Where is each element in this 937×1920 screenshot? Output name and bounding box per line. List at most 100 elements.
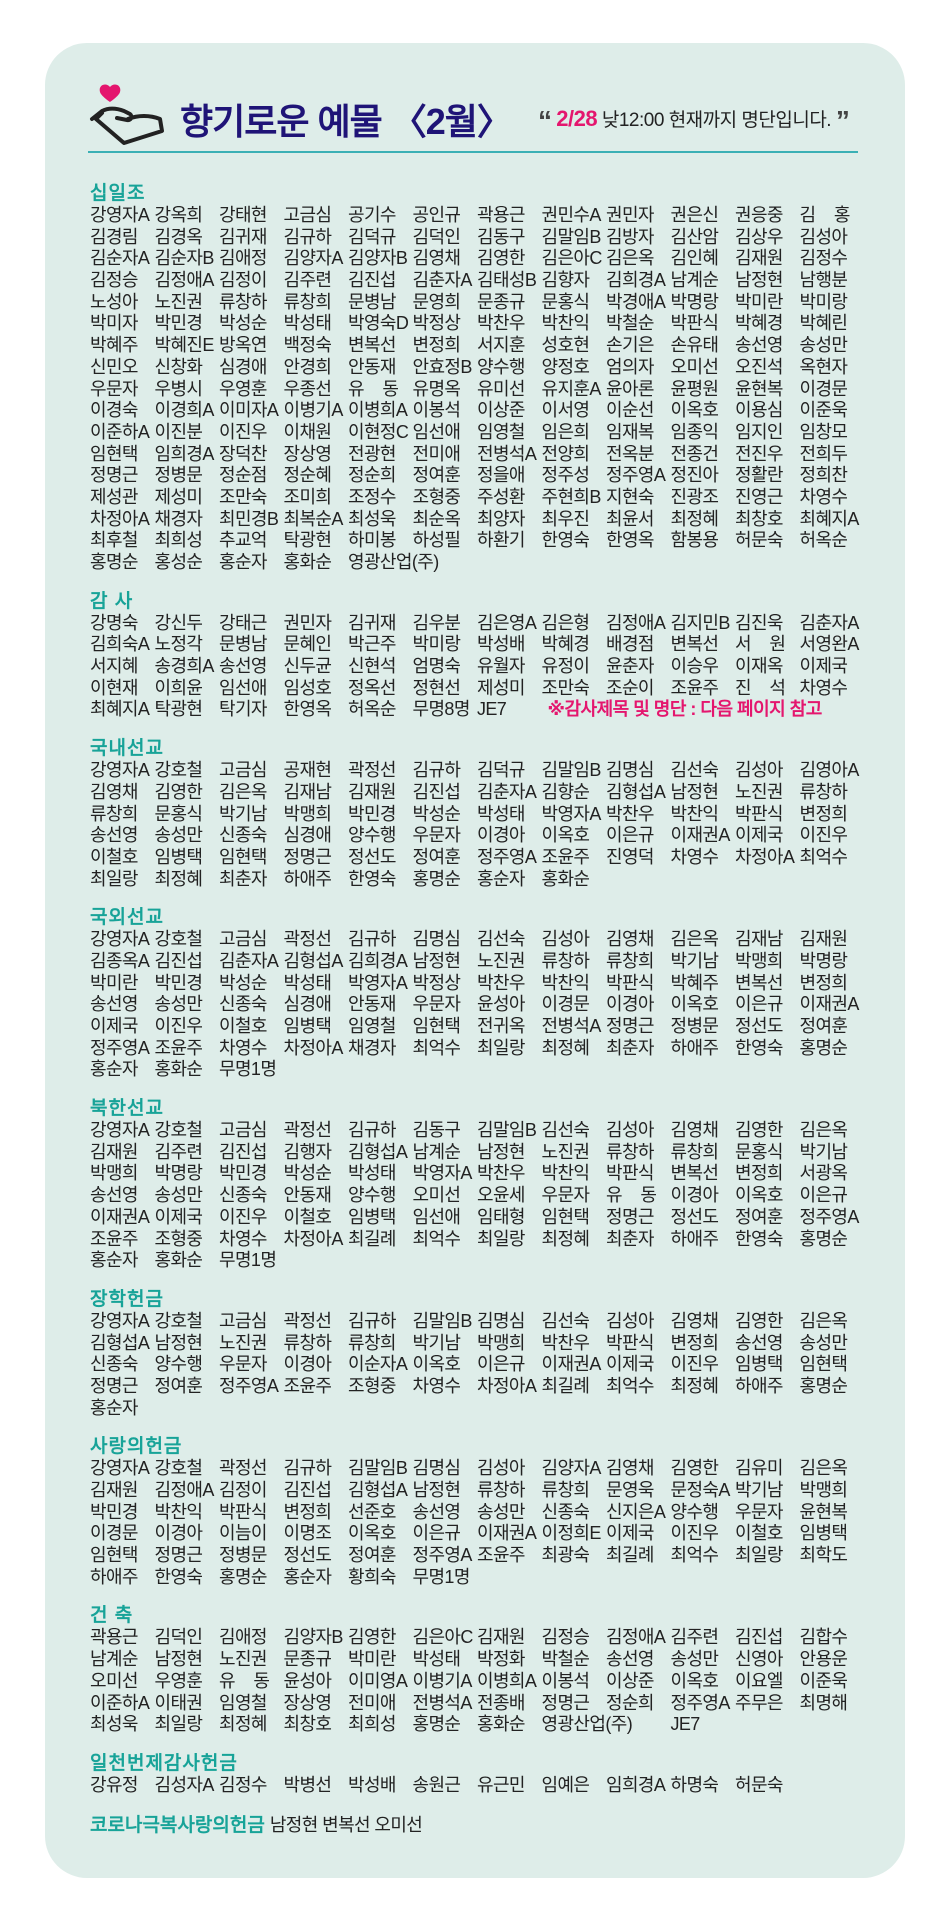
donor-name: 정활란	[735, 465, 783, 486]
donor-name: 채경자	[154, 508, 203, 529]
offering-section: 국내선교 강영자A 강호철 고금심 공재현 곽정선 김규하 김덕규 김말임B 김명심 김선숙 김성아 김…	[90, 738, 868, 890]
donor-name: 김영한	[735, 1120, 783, 1141]
donor-name: 박혜경	[735, 313, 783, 334]
donor-name: 박찬익	[670, 803, 719, 824]
donor-name: 전종배	[477, 1692, 525, 1713]
donor-name: 김규하	[283, 1458, 332, 1479]
donor-name: 유근민	[477, 1774, 525, 1795]
donor-name: 최춘자	[219, 868, 267, 889]
name-list: 강영자A 강호철 고금심 곽정선 김규하 김동구 김말임B 김선숙 김성아 김영채 김영한 김은옥 김재…	[90, 1120, 868, 1272]
donor-name: 엄명숙	[412, 656, 461, 677]
donor-name: 이재권A	[477, 1523, 537, 1544]
name-list: 강유정 김성자A 김정수 박병선 박성배 송원근 유근민 임예은 임희경A 하명숙 허문숙	[90, 1775, 868, 1797]
donor-name: 김정애A	[606, 1627, 666, 1648]
donor-name: 류창희	[541, 1480, 590, 1500]
donor-name: 이은규	[477, 1354, 525, 1375]
donor-name: 임지인	[735, 421, 783, 442]
donor-name: 우문자	[412, 994, 461, 1015]
donor-name: 박성태	[477, 803, 525, 824]
donor-name: 홍성순	[154, 552, 203, 572]
donor-name: 서지혜	[90, 656, 138, 677]
donor-name: 박성배	[477, 634, 525, 655]
donor-name: 문종규	[283, 1649, 332, 1670]
donor-name: 강태현	[219, 205, 267, 225]
header: 향기로운 예물 〈2월〉 “ 2/28 낮12:00 현재까지 명단입니다. ”	[88, 83, 878, 153]
name-list: 강영자A 강옥희 강태현 고금심 공기수 공인규 곽용근 권민수A 권민자 권은신 권응중 김 홍 김경…	[90, 205, 868, 574]
donor-name: 우병시	[154, 378, 203, 399]
donor-name: 김명심	[412, 1458, 461, 1479]
donor-name: 양수행	[154, 1354, 203, 1375]
donor-name: 최일랑	[90, 868, 138, 889]
donor-name: 강영자A	[90, 760, 150, 781]
donor-name: 김양자B	[283, 1627, 344, 1648]
donor-name: 조형중	[154, 1228, 203, 1249]
donor-name: 정여훈	[154, 1375, 203, 1396]
donor-name: 류창하	[477, 1480, 525, 1500]
donor-name: 박성순	[412, 803, 461, 824]
donor-name: 류창희	[670, 1141, 719, 1162]
donor-name: 방옥연	[219, 335, 267, 356]
donor-name: 권민자	[283, 612, 332, 633]
donor-name: 진 석	[735, 677, 786, 698]
donor-name: 고금심	[283, 205, 332, 225]
donor-name: 유지훈A	[541, 378, 602, 399]
donor-name: 이태권	[154, 1692, 203, 1713]
donor-name: 임현택	[799, 1354, 848, 1375]
donor-name: 서영완A	[799, 634, 860, 655]
donor-name: 이은규	[735, 994, 783, 1015]
donor-name: 임성호	[283, 677, 332, 698]
donor-name: 곽용근	[90, 1627, 138, 1648]
donor-name: 이경아	[283, 1354, 332, 1375]
donor-name: 류창하	[606, 1141, 654, 1162]
donor-name: 최민경B	[219, 508, 279, 529]
donor-name: 박혜진E	[154, 335, 215, 356]
donor-name: 이제국	[606, 1523, 654, 1544]
donor-name: 최우진	[541, 508, 590, 529]
donor-name: 차정아A	[283, 1037, 344, 1058]
donor-name: 홍순자	[477, 868, 525, 889]
donor-name: 박찬우	[477, 313, 525, 334]
donor-name: 최성욱	[348, 508, 396, 529]
donor-name: 차정아A	[477, 1375, 537, 1396]
donor-name: 최정혜	[670, 1375, 719, 1396]
donor-name: 곽정선	[283, 1310, 332, 1331]
note-date: 2/28	[556, 106, 598, 131]
donor-name: 안동재	[348, 356, 396, 377]
section-heading: 국외선교	[90, 907, 164, 929]
donor-name: 이재권A	[90, 1206, 150, 1227]
donor-name: 변정희	[799, 803, 848, 824]
donor-name: 박영숙D	[348, 313, 409, 334]
donor-name: 박맹희	[477, 1332, 525, 1353]
donor-name: 박맹희	[283, 803, 332, 824]
donor-name: 김정이	[219, 270, 267, 291]
donor-name: 이병희A	[348, 400, 408, 421]
donor-name: 이옥호	[735, 1185, 783, 1206]
donor-name: 김정수	[799, 248, 848, 269]
donor-name: 한영숙	[541, 530, 590, 551]
donor-name: 박성태	[283, 313, 332, 334]
donor-name: 류창희	[283, 291, 332, 312]
donor-name: 박명랑	[799, 950, 848, 971]
donor-name: 정여훈	[412, 846, 461, 867]
donor-name: 김규하	[348, 929, 396, 950]
donor-name: 임영철	[348, 1016, 396, 1036]
donor-name: 이진우	[670, 1523, 719, 1544]
donor-name: 이재권A	[799, 994, 860, 1015]
donor-name: 송원근	[412, 1774, 461, 1795]
donor-name: 홍순자	[283, 1566, 332, 1587]
donor-name: 신창화	[154, 356, 203, 377]
donor-name: 제성미	[154, 486, 203, 507]
donor-name: 이경문	[90, 1523, 138, 1544]
donor-name: 이옥호	[412, 1354, 461, 1375]
donor-name: 신민오	[90, 356, 138, 377]
donor-name: 이옥호	[348, 1523, 396, 1544]
donor-name: 차영수	[219, 1037, 267, 1058]
donor-name: 노진권	[541, 1141, 590, 1162]
donor-name: 송성만	[799, 335, 848, 356]
offering-section: 감 사 강명숙 강신두 강태근 권민자 김귀재 김우분 김은영A 김은형 김정애A 김지민B 김진욱 김…	[90, 591, 868, 721]
donor-name: 정명근	[606, 1016, 654, 1036]
donor-name: 김정승	[541, 1627, 590, 1648]
donor-name: 김말임B	[541, 760, 602, 781]
donor-name: 이경아	[606, 994, 654, 1015]
donor-name: 조만숙	[219, 486, 267, 507]
